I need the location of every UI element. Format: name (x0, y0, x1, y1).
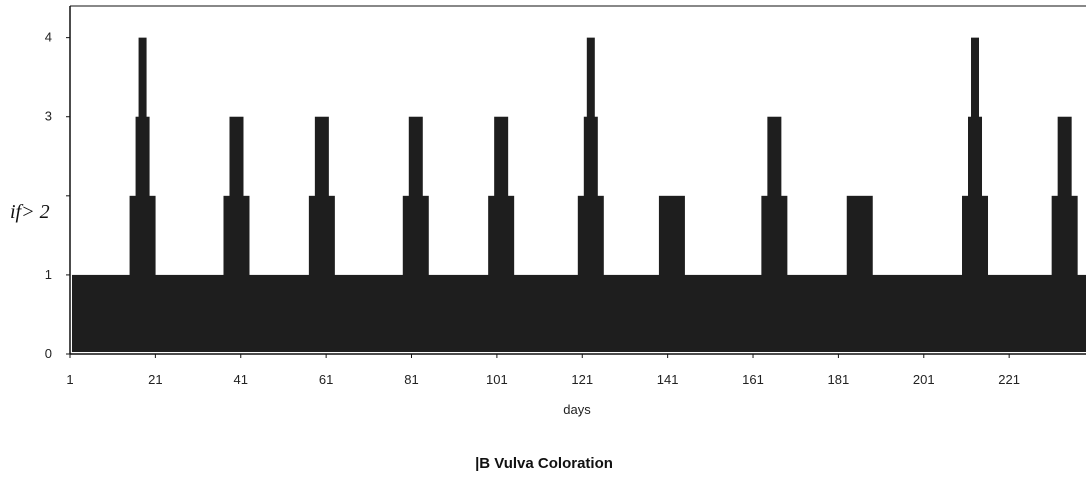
chart-axes (69, 5, 1086, 355)
x-tick-label: 221 (998, 372, 1020, 387)
baseline-band (72, 274, 1086, 352)
bar-peak-day-102-level-3 (494, 116, 509, 197)
bar-peak-day-213-level-2 (962, 195, 989, 276)
bar-peak-day-213-level-4 (971, 37, 980, 118)
bar-peak-day-40-level-3 (229, 116, 244, 197)
y-tick-label: 0 (45, 346, 52, 361)
x-tick-label: 101 (486, 372, 508, 387)
bar-peak-day-234-level-3 (1057, 116, 1072, 197)
x-tick-label: 41 (234, 372, 248, 387)
bar-peak-day-213-level-3 (968, 116, 983, 197)
bar-peak-day-18-level-2 (129, 195, 156, 276)
bar-peak-day-123-level-3 (583, 116, 598, 197)
y-tick-label: 1 (45, 267, 52, 282)
bar-peak-day-166-level-3 (767, 116, 782, 197)
x-tick-label: 161 (742, 372, 764, 387)
bar-peak-day-102-level-2 (488, 195, 515, 276)
bar-peak-day-234-level-2 (1051, 195, 1078, 276)
x-tick-label: 121 (571, 372, 593, 387)
bar-peak-day-60-level-3 (314, 116, 329, 197)
bar-peak-day-186-level-2 (846, 195, 873, 276)
x-tick-label: 1 (66, 372, 73, 387)
bar-peak-day-60-level-2 (308, 195, 335, 276)
bar-peak-day-82-level-3 (408, 116, 423, 197)
bar-peak-day-18-level-3 (135, 116, 150, 197)
y-tick-label: 4 (45, 30, 52, 45)
bar-peak-day-142-level-2 (658, 195, 685, 276)
x-tick-label: 21 (148, 372, 162, 387)
y-axis-label: if> 2 (10, 201, 50, 223)
y-axis-ticks: 0 1 3 4 (45, 30, 70, 361)
bar-peak-day-166-level-2 (761, 195, 788, 276)
x-tick-label: 81 (404, 372, 418, 387)
y-tick-label: 3 (45, 109, 52, 124)
bar-peak-day-123-level-2 (577, 195, 604, 276)
x-tick-label: 61 (319, 372, 333, 387)
bar-peak-day-18-level-4 (138, 37, 147, 118)
bar-peak-day-82-level-2 (402, 195, 429, 276)
legend-entry: |B Vulva Coloration (475, 455, 613, 472)
chart-bars (72, 37, 1086, 352)
bar-peak-day-123-level-4 (586, 37, 595, 118)
x-tick-label: 181 (828, 372, 850, 387)
bar-peak-day-40-level-2 (223, 195, 250, 276)
x-tick-label: 141 (657, 372, 679, 387)
x-axis-ticks: 1 21 41 61 81 101 121 141 161 181 201 221 (66, 354, 1020, 387)
x-tick-label: 201 (913, 372, 935, 387)
x-axis-label: days (563, 402, 591, 417)
